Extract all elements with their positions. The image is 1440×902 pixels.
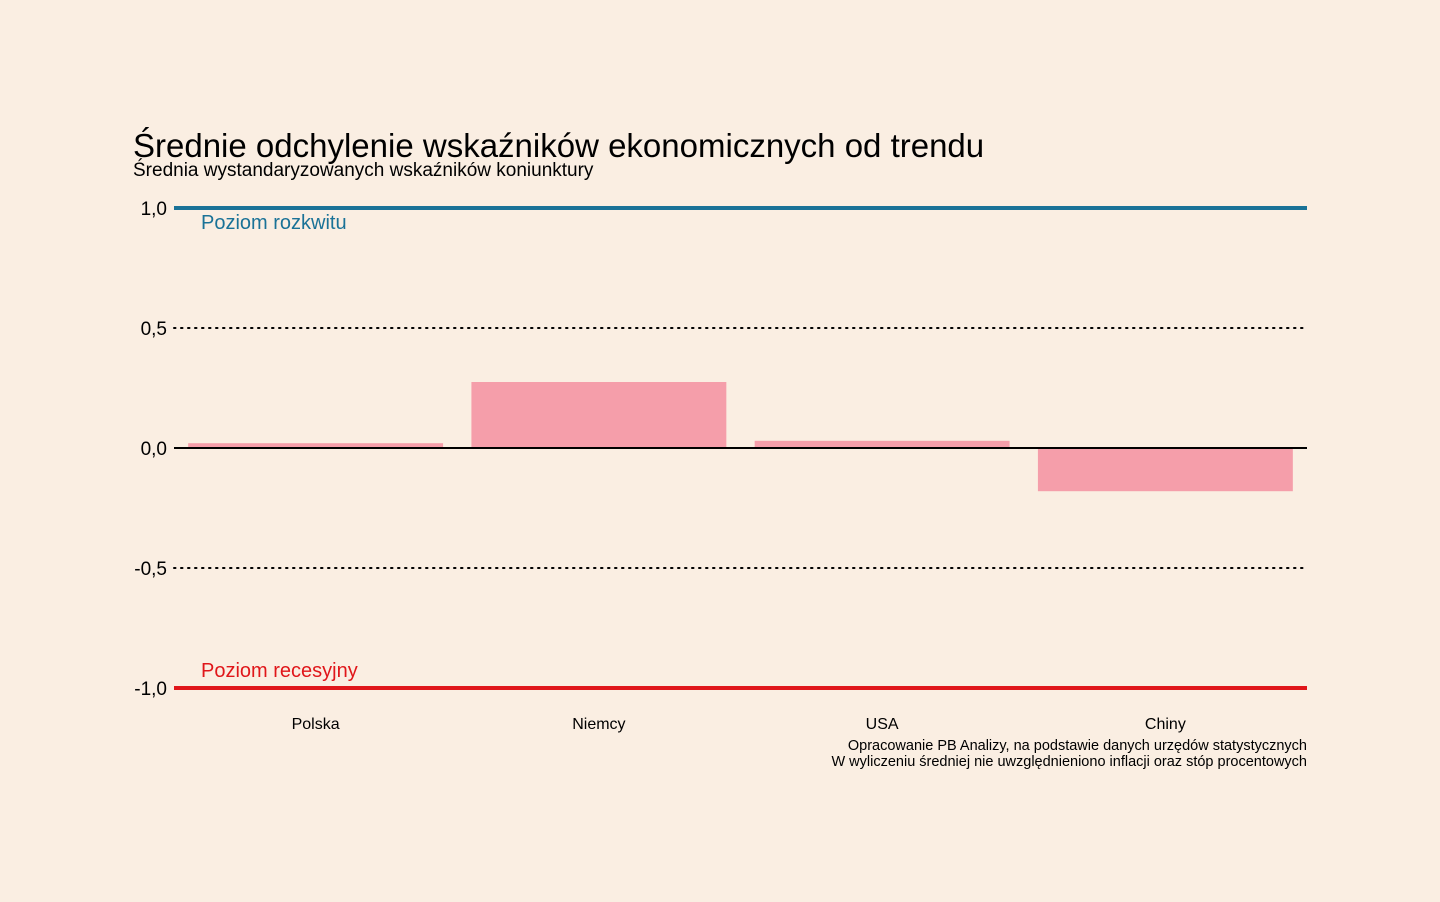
gridlines	[173, 327, 1308, 569]
reference-lines: Poziom rozkwitu Poziom recesyjny	[174, 206, 1307, 690]
bar-polska	[188, 443, 444, 448]
reference-label: Poziom recesyjny	[201, 660, 358, 682]
chart-title: Średnie odchylenie wskaźników ekonomiczn…	[133, 126, 984, 164]
reference-label: Poziom rozkwitu	[201, 212, 347, 234]
x-tick-label: Chiny	[1145, 716, 1186, 733]
x-tick-label: Niemcy	[572, 716, 625, 733]
y-tick-label: 0,5	[141, 319, 167, 340]
y-tick-label: 0,0	[141, 439, 167, 460]
bar-niemcy	[471, 382, 727, 448]
y-tick-label: -0,5	[134, 559, 167, 580]
caption-line: W wyliczeniu średniej nie uwzględnienion…	[831, 754, 1307, 770]
caption-line: Opracowanie PB Analizy, na podstawie dan…	[848, 738, 1307, 754]
y-axis-ticks: 1,0 0,5 0,0 -0,5 -1,0	[134, 199, 167, 700]
bars	[188, 382, 1293, 492]
bar-chiny	[1037, 448, 1293, 492]
x-axis-ticks: Polska Niemcy USA Chiny	[292, 716, 1186, 733]
y-tick-label: 1,0	[141, 199, 167, 220]
bar-usa	[754, 440, 1010, 448]
chart-subtitle: Średnia wystandaryzowanych wskaźników ko…	[133, 159, 594, 181]
caption: Opracowanie PB Analizy, na podstawie dan…	[831, 738, 1307, 770]
x-tick-label: Polska	[292, 716, 340, 733]
y-tick-label: -1,0	[134, 679, 167, 700]
x-tick-label: USA	[866, 716, 899, 733]
